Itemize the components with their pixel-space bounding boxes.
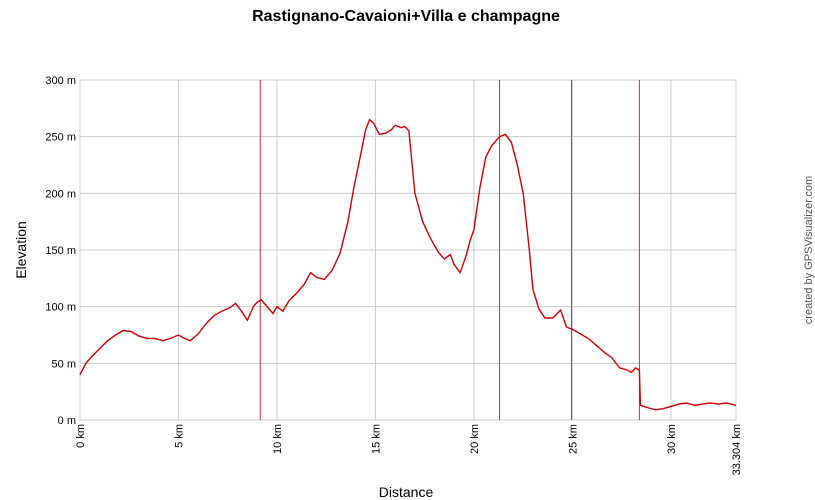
- y-tick-label: 250 m: [45, 132, 76, 144]
- chart-title: Rastignano-Cavaioni+Villa e champagne: [252, 8, 560, 25]
- x-tick-label: 5 km: [173, 424, 185, 448]
- y-tick-label: 0 m: [58, 415, 76, 427]
- gridlines: [79, 79, 737, 421]
- x-axis-label: Distance: [379, 484, 434, 500]
- x-tick-label: 10 km: [272, 424, 284, 454]
- x-tick-label: 15 km: [370, 424, 382, 454]
- y-axis-label: Elevation: [13, 221, 29, 279]
- x-tick-labels: 0 km 5 km 10 km 15 km 20 km 25 km 30 km 33.304 …: [75, 424, 743, 475]
- x-tick-label: 33.304 km: [731, 424, 743, 475]
- x-tick-label: 30 km: [666, 424, 678, 454]
- x-tick-label: 20 km: [469, 424, 481, 454]
- y-tick-labels: 0 m 50 m 100 m 150 m 200 m 250 m 300 m: [45, 75, 76, 427]
- y-tick-label: 200 m: [45, 188, 76, 200]
- y-tick-label: 150 m: [45, 245, 76, 257]
- credit-text: created by GPSVisualizer.com: [803, 176, 815, 324]
- x-tick-label: 0 km: [75, 424, 87, 448]
- y-tick-label: 50 m: [52, 358, 76, 370]
- elevation-series-line: [79, 118, 737, 411]
- y-tick-label: 100 m: [45, 302, 76, 314]
- x-tick-label: 25 km: [567, 424, 579, 454]
- y-tick-label: 300 m: [45, 75, 76, 87]
